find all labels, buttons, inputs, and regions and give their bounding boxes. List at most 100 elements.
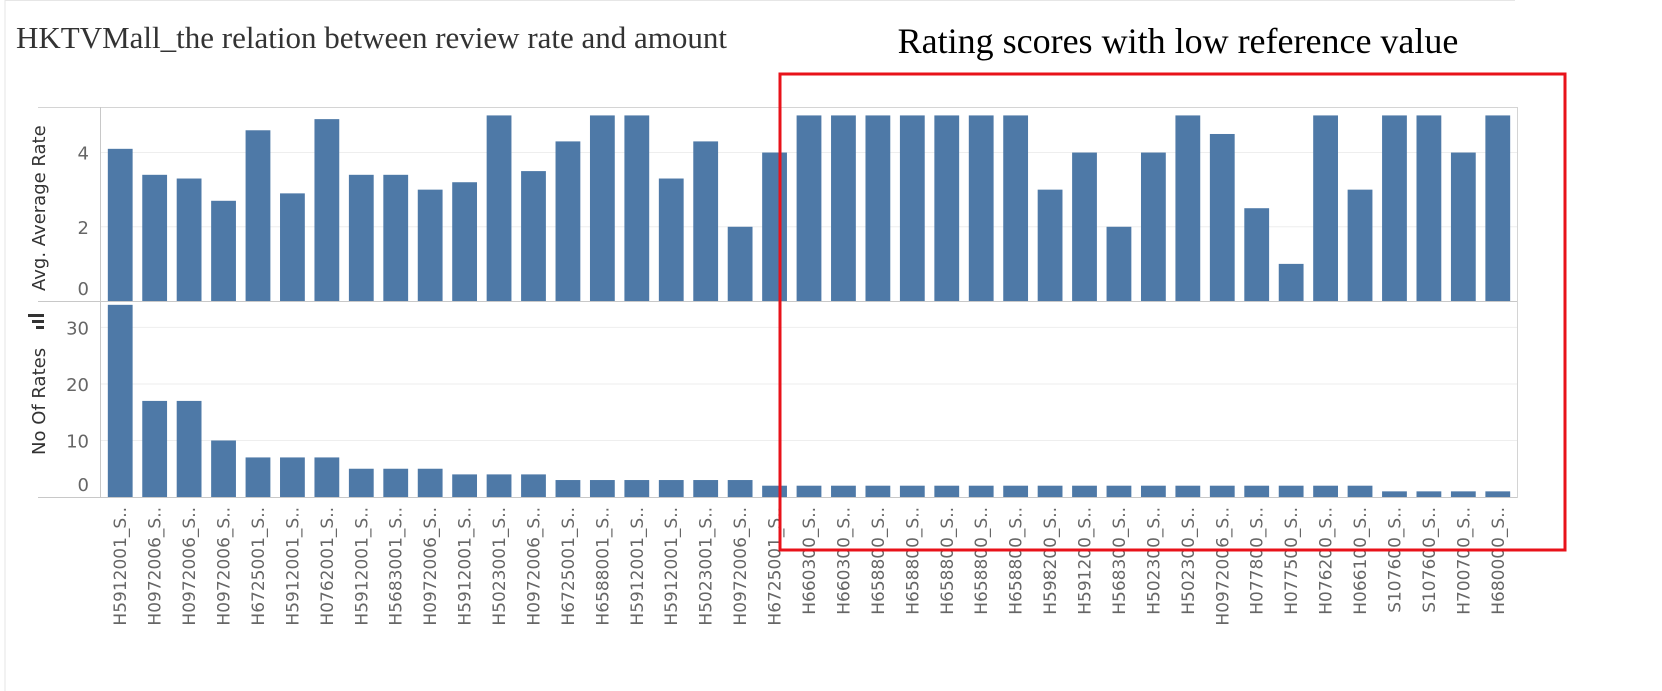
bar[interactable]	[624, 480, 650, 497]
bar[interactable]	[727, 226, 753, 301]
bar[interactable]	[348, 468, 374, 497]
y-axis-title-bottom: No Of Rates	[29, 348, 50, 455]
bar[interactable]	[727, 480, 753, 497]
bar[interactable]	[899, 115, 925, 301]
y-tick-label: 4	[78, 144, 89, 165]
bar[interactable]	[1140, 485, 1166, 497]
bar[interactable]	[1106, 226, 1132, 301]
y-tick-label: 30	[66, 318, 89, 339]
x-tick-label: H076200_S..	[1317, 507, 1337, 615]
bar[interactable]	[1072, 485, 1097, 497]
x-tick-label: H660300_S..	[834, 507, 854, 615]
bar[interactable]	[555, 480, 581, 497]
bar[interactable]	[934, 115, 960, 301]
bar[interactable]	[280, 457, 305, 497]
bar[interactable]	[417, 189, 443, 301]
x-tick-label: H066100_S..	[1351, 507, 1371, 615]
bar[interactable]	[1416, 115, 1442, 301]
bar[interactable]	[1485, 115, 1511, 301]
bar[interactable]	[693, 141, 719, 301]
bar[interactable]	[1209, 485, 1235, 497]
bar[interactable]	[1072, 152, 1097, 301]
bar[interactable]	[693, 480, 719, 497]
bar[interactable]	[314, 457, 340, 497]
bar[interactable]	[452, 182, 478, 301]
y-tick-label: 0	[78, 279, 89, 300]
bar[interactable]	[417, 468, 443, 497]
x-tick-label: H5912001_S..	[352, 507, 372, 626]
bar[interactable]	[555, 141, 581, 301]
bar[interactable]	[452, 474, 478, 497]
bar[interactable]	[1037, 485, 1063, 497]
bar[interactable]	[1416, 491, 1442, 497]
bar[interactable]	[796, 485, 822, 497]
bar[interactable]	[1382, 491, 1407, 497]
x-tick-label: H0972006_S..	[1213, 507, 1233, 626]
bar[interactable]	[1347, 189, 1373, 301]
bar[interactable]	[968, 485, 994, 497]
bar[interactable]	[1140, 152, 1166, 301]
bar[interactable]	[245, 130, 271, 301]
bar[interactable]	[314, 119, 340, 301]
bar[interactable]	[107, 304, 133, 497]
bar[interactable]	[589, 480, 615, 497]
bar[interactable]	[1450, 491, 1476, 497]
bar[interactable]	[383, 174, 409, 301]
bar[interactable]	[831, 115, 856, 301]
bar[interactable]	[211, 440, 236, 497]
bar[interactable]	[1313, 115, 1338, 301]
bar[interactable]	[1278, 485, 1304, 497]
bar[interactable]	[658, 178, 684, 301]
bar[interactable]	[899, 485, 925, 497]
bar[interactable]	[1450, 152, 1476, 301]
bar[interactable]	[1347, 485, 1373, 497]
bar[interactable]	[796, 115, 822, 301]
x-tick-label: H5023001_S..	[697, 507, 717, 626]
bar[interactable]	[1485, 491, 1511, 497]
bar[interactable]	[934, 485, 960, 497]
bar[interactable]	[1244, 208, 1270, 301]
y-tick-label: 0	[78, 475, 89, 496]
bar[interactable]	[762, 485, 787, 497]
bar[interactable]	[1003, 485, 1029, 497]
bar[interactable]	[142, 174, 168, 301]
bar[interactable]	[1313, 485, 1338, 497]
bar[interactable]	[1037, 189, 1063, 301]
bar[interactable]	[1175, 115, 1201, 301]
bar[interactable]	[176, 178, 202, 301]
bar[interactable]	[348, 174, 374, 301]
x-tick-label: H5912001_S..	[283, 507, 303, 626]
bar[interactable]	[1106, 485, 1132, 497]
bar[interactable]	[865, 485, 891, 497]
bar[interactable]	[280, 193, 305, 301]
bar[interactable]	[1175, 485, 1201, 497]
bar[interactable]	[211, 200, 236, 301]
bar[interactable]	[658, 480, 684, 497]
bar[interactable]	[383, 468, 409, 497]
x-tick-label: H6725001_S..	[766, 507, 786, 626]
sort-icon[interactable]	[28, 314, 44, 329]
bar[interactable]	[1278, 263, 1304, 301]
bar[interactable]	[589, 115, 615, 301]
bar[interactable]	[521, 171, 546, 301]
bar[interactable]	[865, 115, 891, 301]
bar[interactable]	[624, 115, 650, 301]
bar[interactable]	[176, 400, 202, 497]
bar[interactable]	[1244, 485, 1270, 497]
bar[interactable]	[1209, 133, 1235, 301]
bar[interactable]	[142, 400, 168, 497]
x-tick-label: H0972006_S..	[146, 507, 166, 626]
bar[interactable]	[1003, 115, 1029, 301]
bar[interactable]	[245, 457, 271, 497]
bar[interactable]	[1382, 115, 1407, 301]
bar[interactable]	[762, 152, 787, 301]
bar[interactable]	[107, 148, 133, 301]
bar[interactable]	[486, 474, 512, 497]
bar[interactable]	[968, 115, 994, 301]
x-tick-label: H658800_S..	[1007, 507, 1027, 615]
bar[interactable]	[486, 115, 512, 301]
bar[interactable]	[831, 485, 856, 497]
bar[interactable]	[521, 474, 546, 497]
